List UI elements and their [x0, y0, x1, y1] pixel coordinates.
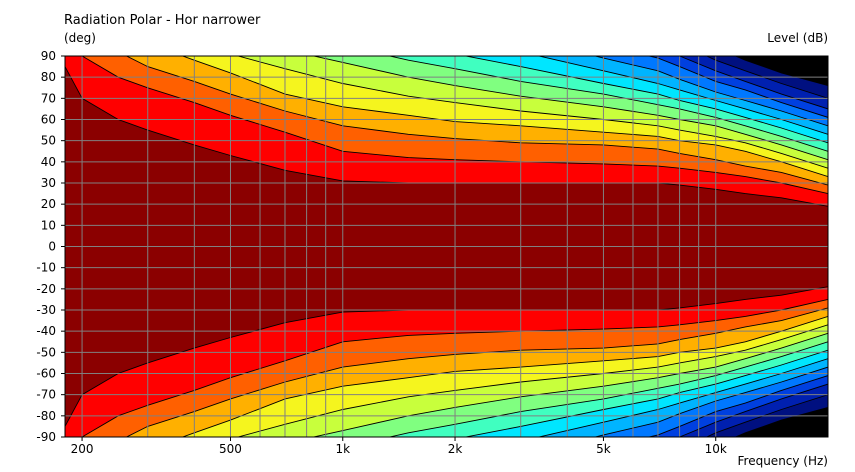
contour-line [181, 56, 828, 178]
y-tick-label: 60 [41, 113, 56, 127]
y-tick-label: -60 [36, 367, 56, 381]
contour-line [81, 56, 828, 195]
contour-line [647, 56, 828, 118]
contour-line [311, 332, 828, 437]
chart-title: Radiation Polar - Hor narrower [64, 13, 261, 28]
contour-line [536, 358, 828, 437]
contour-line [678, 56, 828, 110]
y-tick-label: 70 [41, 91, 56, 105]
contour-line [647, 375, 828, 437]
y-tick-label: -30 [36, 303, 56, 317]
x-tick-label: 5k [596, 442, 611, 456]
y-tick-label: -90 [36, 430, 56, 444]
y-tick-label: 90 [41, 49, 56, 63]
contour-line [311, 56, 828, 161]
contour-line [705, 394, 828, 437]
contour-line [125, 307, 828, 437]
contour-line [125, 56, 828, 186]
x-tick-label: 500 [219, 442, 242, 456]
y-tick-label: 10 [41, 218, 56, 232]
level-unit: Level (dB) [767, 31, 828, 45]
y-axis-unit: (deg) [64, 31, 96, 45]
contour-line [463, 56, 828, 144]
contour-line [705, 56, 828, 99]
y-tick-label: -70 [36, 388, 56, 402]
contour-line [536, 56, 828, 135]
y-tick-label: -10 [36, 261, 56, 275]
contour-line [387, 56, 828, 152]
y-tick-label: 0 [48, 240, 56, 254]
x-tick-label: 200 [71, 442, 94, 456]
x-axis-label: Frequency (Hz) [737, 454, 829, 468]
contour-line [678, 383, 828, 437]
y-tick-label: 50 [41, 134, 56, 148]
contour-line [463, 349, 828, 437]
y-tick-label: 20 [41, 197, 56, 211]
contour-line [593, 366, 828, 437]
contour-line [236, 56, 828, 169]
x-tick-label: 10k [705, 442, 727, 456]
y-tick-label: 80 [41, 70, 56, 84]
contour-line [181, 315, 828, 437]
x-tick-label: 1k [335, 442, 350, 456]
contour-line [593, 56, 828, 127]
contour-line [81, 298, 828, 437]
y-tick-label: -50 [36, 345, 56, 359]
y-tick-label: -40 [36, 324, 56, 338]
y-tick-label: 30 [41, 176, 56, 190]
plot-frame [64, 55, 829, 438]
contour-line [387, 341, 828, 437]
y-tick-label: 40 [41, 155, 56, 169]
y-tick-label: -20 [36, 282, 56, 296]
y-tick-label: -80 [36, 409, 56, 423]
contour-line [236, 324, 828, 437]
x-tick-label: 2k [448, 442, 463, 456]
